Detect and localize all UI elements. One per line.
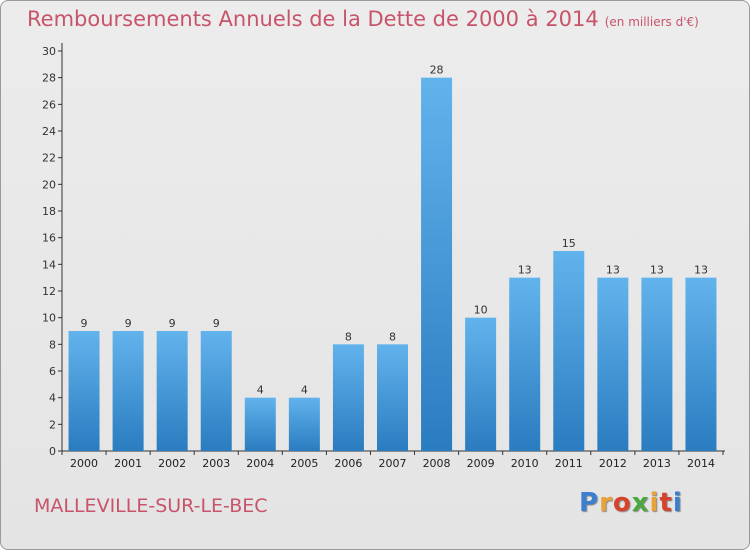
data-label: 9 [81, 317, 88, 330]
bar[interactable] [685, 277, 717, 451]
y-tick-label: 30 [42, 45, 56, 58]
data-label: 9 [213, 317, 220, 330]
y-tick-label: 20 [42, 178, 56, 191]
logo-letter: r [599, 488, 613, 518]
x-tick-label: 2007 [379, 457, 407, 470]
y-tick-label: 6 [49, 365, 56, 378]
bar[interactable] [288, 397, 320, 451]
y-tick-label: 22 [42, 152, 56, 165]
data-label: 13 [606, 264, 620, 277]
bar[interactable] [641, 277, 673, 451]
bar[interactable] [332, 344, 364, 451]
x-tick-label: 2012 [599, 457, 627, 470]
data-label: 28 [430, 64, 444, 77]
bar[interactable] [421, 77, 453, 452]
bar[interactable] [112, 331, 144, 451]
x-tick-label: 2010 [511, 457, 539, 470]
x-tick-label: 2001 [114, 457, 142, 470]
logo-letter: o [612, 488, 632, 518]
logo-letter: i [672, 488, 683, 518]
bar[interactable] [597, 277, 629, 451]
y-tick-label: 10 [42, 312, 56, 325]
bar[interactable] [244, 397, 276, 451]
data-label: 15 [562, 237, 576, 250]
x-tick-label: 2011 [555, 457, 583, 470]
data-label: 10 [474, 304, 488, 317]
data-label: 13 [650, 264, 664, 277]
data-label: 4 [257, 384, 264, 397]
x-tick-label: 2002 [158, 457, 186, 470]
x-tick-label: 2003 [202, 457, 230, 470]
data-label: 13 [694, 264, 708, 277]
chart-title-text: Remboursements Annuels de la Dette de 20… [27, 7, 599, 31]
logo-letter: P [579, 488, 600, 518]
y-tick-label: 14 [42, 258, 56, 271]
data-label: 13 [518, 264, 532, 277]
commune-name: MALLEVILLE-SUR-LE-BEC [34, 495, 268, 517]
logo-letter: i [649, 488, 660, 518]
chart-title: Remboursements Annuels de la Dette de 20… [27, 7, 699, 31]
proxiti-logo[interactable]: Proxiti [579, 488, 683, 518]
data-label: 9 [169, 317, 176, 330]
x-tick-label: 2014 [687, 457, 715, 470]
bar[interactable] [200, 331, 232, 451]
y-tick-label: 18 [42, 205, 56, 218]
x-tick-label: 2005 [290, 457, 318, 470]
x-tick-label: 2000 [70, 457, 98, 470]
y-tick-label: 26 [42, 98, 56, 111]
y-tick-label: 8 [49, 338, 56, 351]
bar[interactable] [156, 331, 188, 451]
data-label: 9 [125, 317, 132, 330]
y-tick-label: 4 [49, 392, 56, 405]
y-tick-label: 16 [42, 232, 56, 245]
bar[interactable] [68, 331, 100, 451]
chart-unit: (en milliers d'€) [604, 15, 699, 29]
y-tick-label: 12 [42, 285, 56, 298]
x-tick-label: 2006 [334, 457, 362, 470]
bar[interactable] [377, 344, 408, 451]
bar[interactable] [465, 317, 497, 451]
y-tick-label: 2 [49, 418, 56, 431]
x-tick-label: 2008 [423, 457, 451, 470]
x-tick-label: 2013 [643, 457, 671, 470]
x-tick-label: 2004 [246, 457, 274, 470]
bar[interactable] [553, 251, 585, 451]
y-tick-label: 28 [42, 72, 56, 85]
y-tick-label: 0 [49, 445, 56, 458]
data-label: 4 [301, 384, 308, 397]
logo-letter: x [631, 488, 650, 518]
bar[interactable] [509, 277, 541, 451]
y-tick-label: 24 [42, 125, 56, 138]
data-label: 8 [389, 330, 396, 343]
logo-letter: t [659, 488, 673, 518]
data-label: 8 [345, 330, 352, 343]
x-tick-label: 2009 [467, 457, 495, 470]
